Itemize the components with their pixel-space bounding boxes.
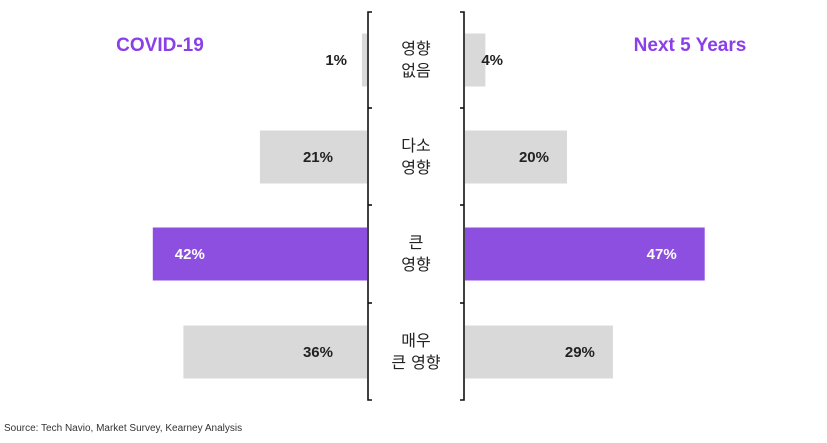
- value-label-right-1: 20%: [519, 149, 549, 166]
- series-title-right: Next 5 Years: [634, 35, 747, 56]
- value-label-left-3: 36%: [303, 344, 333, 361]
- value-label-left-2: 42%: [175, 246, 205, 263]
- category-label-line: 큰 영향: [391, 353, 441, 372]
- category-label-line: 다소: [401, 136, 430, 155]
- source-note: Source: Tech Navio, Market Survey, Kearn…: [4, 423, 243, 434]
- value-label-right-0: 4%: [481, 52, 503, 69]
- value-label-right-2: 47%: [647, 246, 677, 263]
- category-label-line: 큰: [409, 233, 424, 252]
- category-label-line: 영향: [401, 158, 431, 177]
- value-label-right-3: 29%: [565, 344, 595, 361]
- bar-left-3: [183, 325, 367, 379]
- bar-right-1: [465, 130, 567, 184]
- bar-left-2: [152, 227, 367, 281]
- bar-right-0: [465, 33, 486, 87]
- category-label-line: 영향: [401, 39, 431, 58]
- value-label-left-1: 21%: [303, 149, 333, 166]
- value-label-left-0: 1%: [325, 52, 347, 69]
- series-title-left: COVID-19: [116, 35, 204, 56]
- bar-left-0: [361, 33, 367, 87]
- bracket-right: [460, 11, 465, 401]
- category-label-line: 영향: [401, 255, 431, 274]
- bar-right-2: [465, 227, 705, 281]
- bar-left-1: [259, 130, 367, 184]
- bar-right-3: [465, 325, 613, 379]
- bracket-left: [367, 11, 372, 401]
- category-label-line: 매우: [401, 331, 430, 350]
- category-label-line: 없음: [401, 61, 430, 80]
